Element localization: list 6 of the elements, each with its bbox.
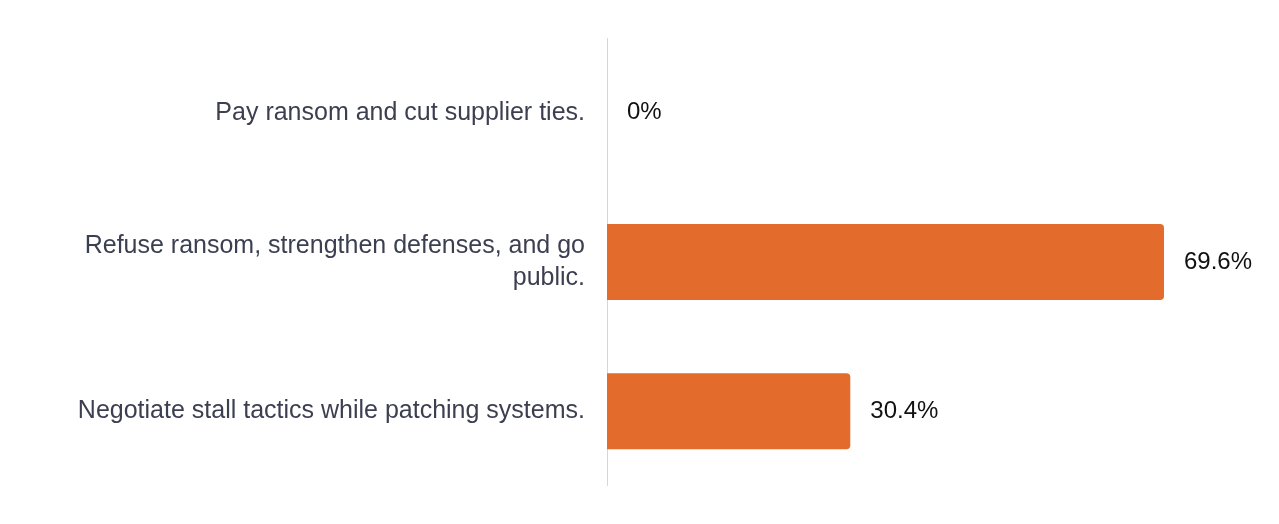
data-label: 30.4% [870,395,939,423]
data-label: 69.6% [1184,246,1253,274]
data-label: 0% [627,97,662,125]
y-tick-label: Pay ransom and cut supplier ties. [215,96,585,125]
y-tick-label: Negotiate stall tactics while patching systems. [77,395,585,424]
y-tick-label: Refuse ransom, strengthen defenses, and go public. [84,229,585,291]
